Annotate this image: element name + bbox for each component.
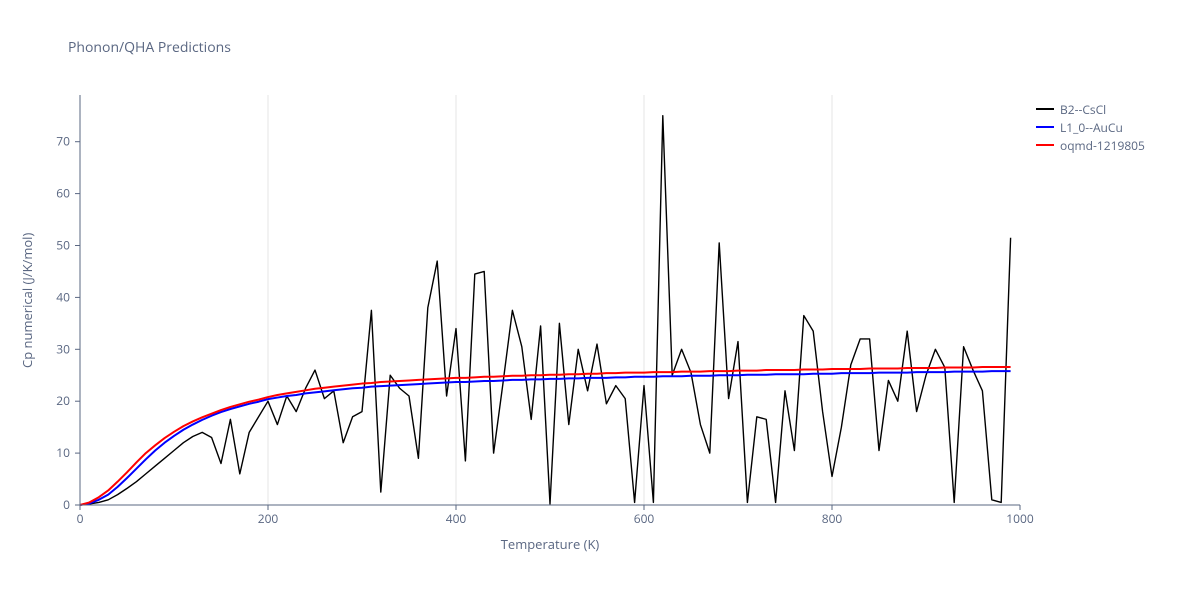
legend-item[interactable]: L1_0--AuCu	[1036, 118, 1145, 136]
plot-area: 01020304050607002004006008001000	[80, 95, 1020, 505]
legend-swatch	[1036, 126, 1054, 128]
y-axis-label: Cp numerical (J/K/mol)	[18, 95, 36, 505]
legend: B2--CsClL1_0--AuCuoqmd-1219805	[1036, 100, 1145, 154]
legend-swatch	[1036, 108, 1054, 110]
y-tick-label: 50	[56, 237, 70, 254]
x-tick-label: 1000	[1006, 510, 1034, 527]
legend-label: oqmd-1219805	[1060, 137, 1145, 154]
y-tick-label: 10	[56, 444, 70, 461]
chart-title: Phonon/QHA Predictions	[68, 38, 231, 57]
series-line	[80, 116, 1011, 505]
series-line	[80, 367, 1011, 505]
x-tick-label: 800	[822, 510, 843, 527]
y-tick-label: 70	[56, 133, 70, 150]
legend-item[interactable]: B2--CsCl	[1036, 100, 1145, 118]
y-tick-label: 0	[63, 496, 70, 513]
x-tick-label: 0	[77, 510, 84, 527]
y-tick-label: 20	[56, 392, 70, 409]
legend-label: L1_0--AuCu	[1060, 119, 1123, 136]
y-tick-label: 40	[56, 288, 70, 305]
x-tick-label: 200	[258, 510, 279, 527]
x-tick-label: 400	[446, 510, 467, 527]
legend-swatch	[1036, 144, 1054, 146]
y-tick-label: 30	[56, 340, 70, 357]
series-line	[80, 371, 1011, 505]
chart-container: Phonon/QHA Predictions Cp numerical (J/K…	[0, 0, 1200, 600]
y-tick-label: 60	[56, 185, 70, 202]
legend-item[interactable]: oqmd-1219805	[1036, 136, 1145, 154]
x-axis-label: Temperature (K)	[80, 535, 1020, 553]
x-tick-label: 600	[634, 510, 655, 527]
legend-label: B2--CsCl	[1060, 101, 1106, 118]
